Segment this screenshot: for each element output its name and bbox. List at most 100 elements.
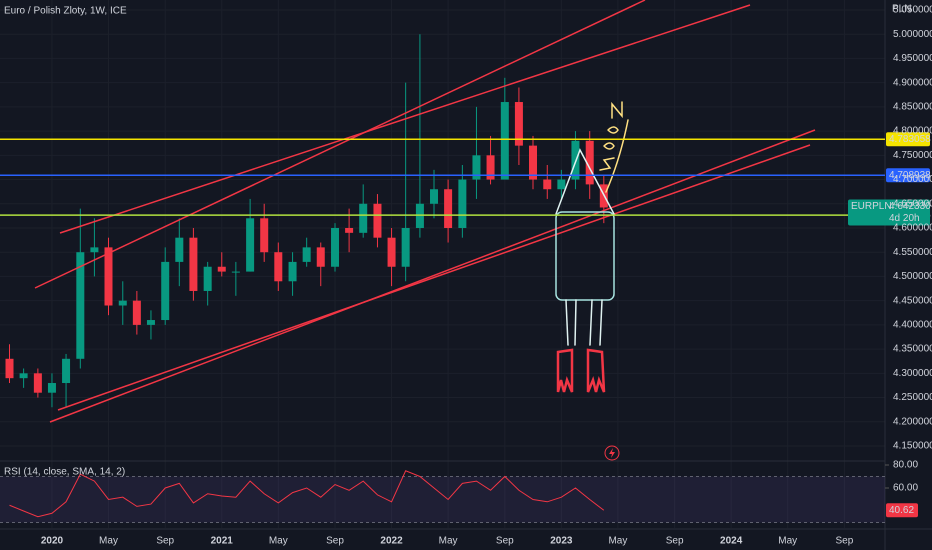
rocket-body	[555, 211, 615, 301]
rsi-title: RSI (14, close, SMA, 14, 2)	[4, 467, 125, 478]
candle-body	[90, 247, 99, 253]
level-label: 4.708938	[889, 170, 931, 181]
moon-scribble	[599, 101, 629, 193]
rsi-tick-label: 80.00	[893, 460, 918, 471]
candle-body	[175, 237, 184, 262]
candle-body	[373, 203, 382, 238]
candle-body	[444, 189, 453, 228]
candle-body	[132, 300, 141, 325]
x-tick-label: May	[778, 536, 797, 547]
y-tick-label: 4.950000	[893, 53, 932, 64]
x-tick-label: 2022	[380, 536, 403, 547]
candle-body	[161, 261, 170, 321]
candle-body	[33, 373, 42, 393]
y-tick-label: 4.300000	[893, 368, 932, 379]
candle-body	[118, 300, 127, 306]
x-tick-label: May	[269, 536, 288, 547]
candle-body	[189, 237, 198, 291]
y-tick-label: 4.450000	[893, 295, 932, 306]
candle-body	[316, 247, 325, 267]
x-tick-label: May	[439, 536, 458, 547]
level-label-bg	[886, 132, 930, 147]
y-tick-label: 4.550000	[893, 247, 932, 258]
candle-body	[288, 261, 297, 282]
rocket-flames	[556, 348, 606, 393]
candles	[5, 34, 608, 408]
candle-body	[387, 237, 396, 267]
trend-line	[34, 0, 646, 289]
alert-icon[interactable]	[604, 445, 620, 461]
candle-body	[19, 373, 28, 379]
candle-body	[302, 247, 311, 262]
candle-body	[514, 102, 523, 146]
candle-body	[543, 179, 552, 190]
level-label-bg	[886, 168, 930, 183]
x-tick-label: May	[608, 536, 627, 547]
candle-body	[76, 252, 85, 359]
symbol-label: EURPLN	[851, 201, 892, 212]
y-tick-label: 4.350000	[893, 344, 932, 355]
rsi-line	[9, 470, 605, 518]
candle-body	[458, 179, 467, 228]
levels: 4.7830584.7089384.626476EURPLN4.6423304d…	[0, 132, 931, 226]
candle-body	[146, 320, 155, 325]
rsi-current-label: 40.62	[889, 505, 914, 516]
y-tick-label: 5.050000	[893, 5, 932, 16]
candle-body	[430, 189, 439, 204]
last-price-label: 4.642330	[889, 201, 931, 212]
candle-body	[104, 247, 113, 306]
rocket-legs	[565, 299, 603, 346]
y-tick-label: 4.150000	[893, 441, 932, 452]
x-tick-label: 2024	[720, 536, 743, 547]
y-tick-label: 4.700000	[893, 174, 932, 185]
countdown-label: 4d 20h	[889, 213, 920, 224]
x-tick-label: Sep	[326, 536, 344, 547]
rocket-doodle	[555, 101, 629, 393]
candle-body	[203, 266, 212, 291]
y-tick-label: 4.500000	[893, 271, 932, 282]
candle-body	[472, 155, 481, 180]
candle-body	[486, 155, 495, 180]
trend-lines	[34, 0, 816, 423]
y-tick-label: 4.250000	[893, 392, 932, 403]
x-tick-label: 2021	[211, 536, 234, 547]
x-tick-label: Sep	[156, 536, 174, 547]
rsi-band	[0, 476, 885, 523]
rsi-current-bg	[886, 503, 918, 518]
x-tick-label: 2023	[550, 536, 573, 547]
y-tick-label: 4.750000	[893, 150, 932, 161]
candle-body	[47, 383, 56, 393]
rocket-nose	[555, 148, 615, 215]
last-price-bg	[848, 199, 930, 226]
x-tick-label: May	[99, 536, 118, 547]
trend-line	[57, 144, 811, 411]
level-label: 4.783058	[889, 134, 931, 145]
currency-label: PLN	[892, 4, 911, 15]
x-tick-label: 2020	[41, 536, 64, 547]
candle-body	[274, 252, 283, 282]
x-tick-label: Sep	[836, 536, 854, 547]
candle-body	[260, 218, 269, 253]
candle-body	[217, 266, 226, 272]
candle-body	[62, 358, 71, 384]
trend-line	[59, 4, 751, 234]
rsi-pane: 80.00 60.00 40.62	[0, 460, 918, 523]
candle-body	[345, 227, 354, 233]
y-tick-label: 4.800000	[893, 126, 932, 137]
chart-title: Euro / Polish Zloty, 1W, ICE	[4, 6, 127, 17]
candle-body	[557, 179, 566, 190]
x-tick-label: Sep	[666, 536, 684, 547]
alert-circle[interactable]	[604, 445, 620, 461]
y-tick-label: 4.650000	[893, 198, 932, 209]
y-tick-label: 4.200000	[893, 416, 932, 427]
y-tick-label: 5.000000	[893, 29, 932, 40]
candle-body	[500, 102, 509, 180]
y-tick-label: 4.850000	[893, 102, 932, 113]
trend-line	[49, 129, 816, 423]
alert-bolt[interactable]	[609, 448, 615, 458]
candle-body	[246, 218, 255, 272]
candle-body	[5, 358, 14, 379]
candle-body	[401, 227, 410, 267]
